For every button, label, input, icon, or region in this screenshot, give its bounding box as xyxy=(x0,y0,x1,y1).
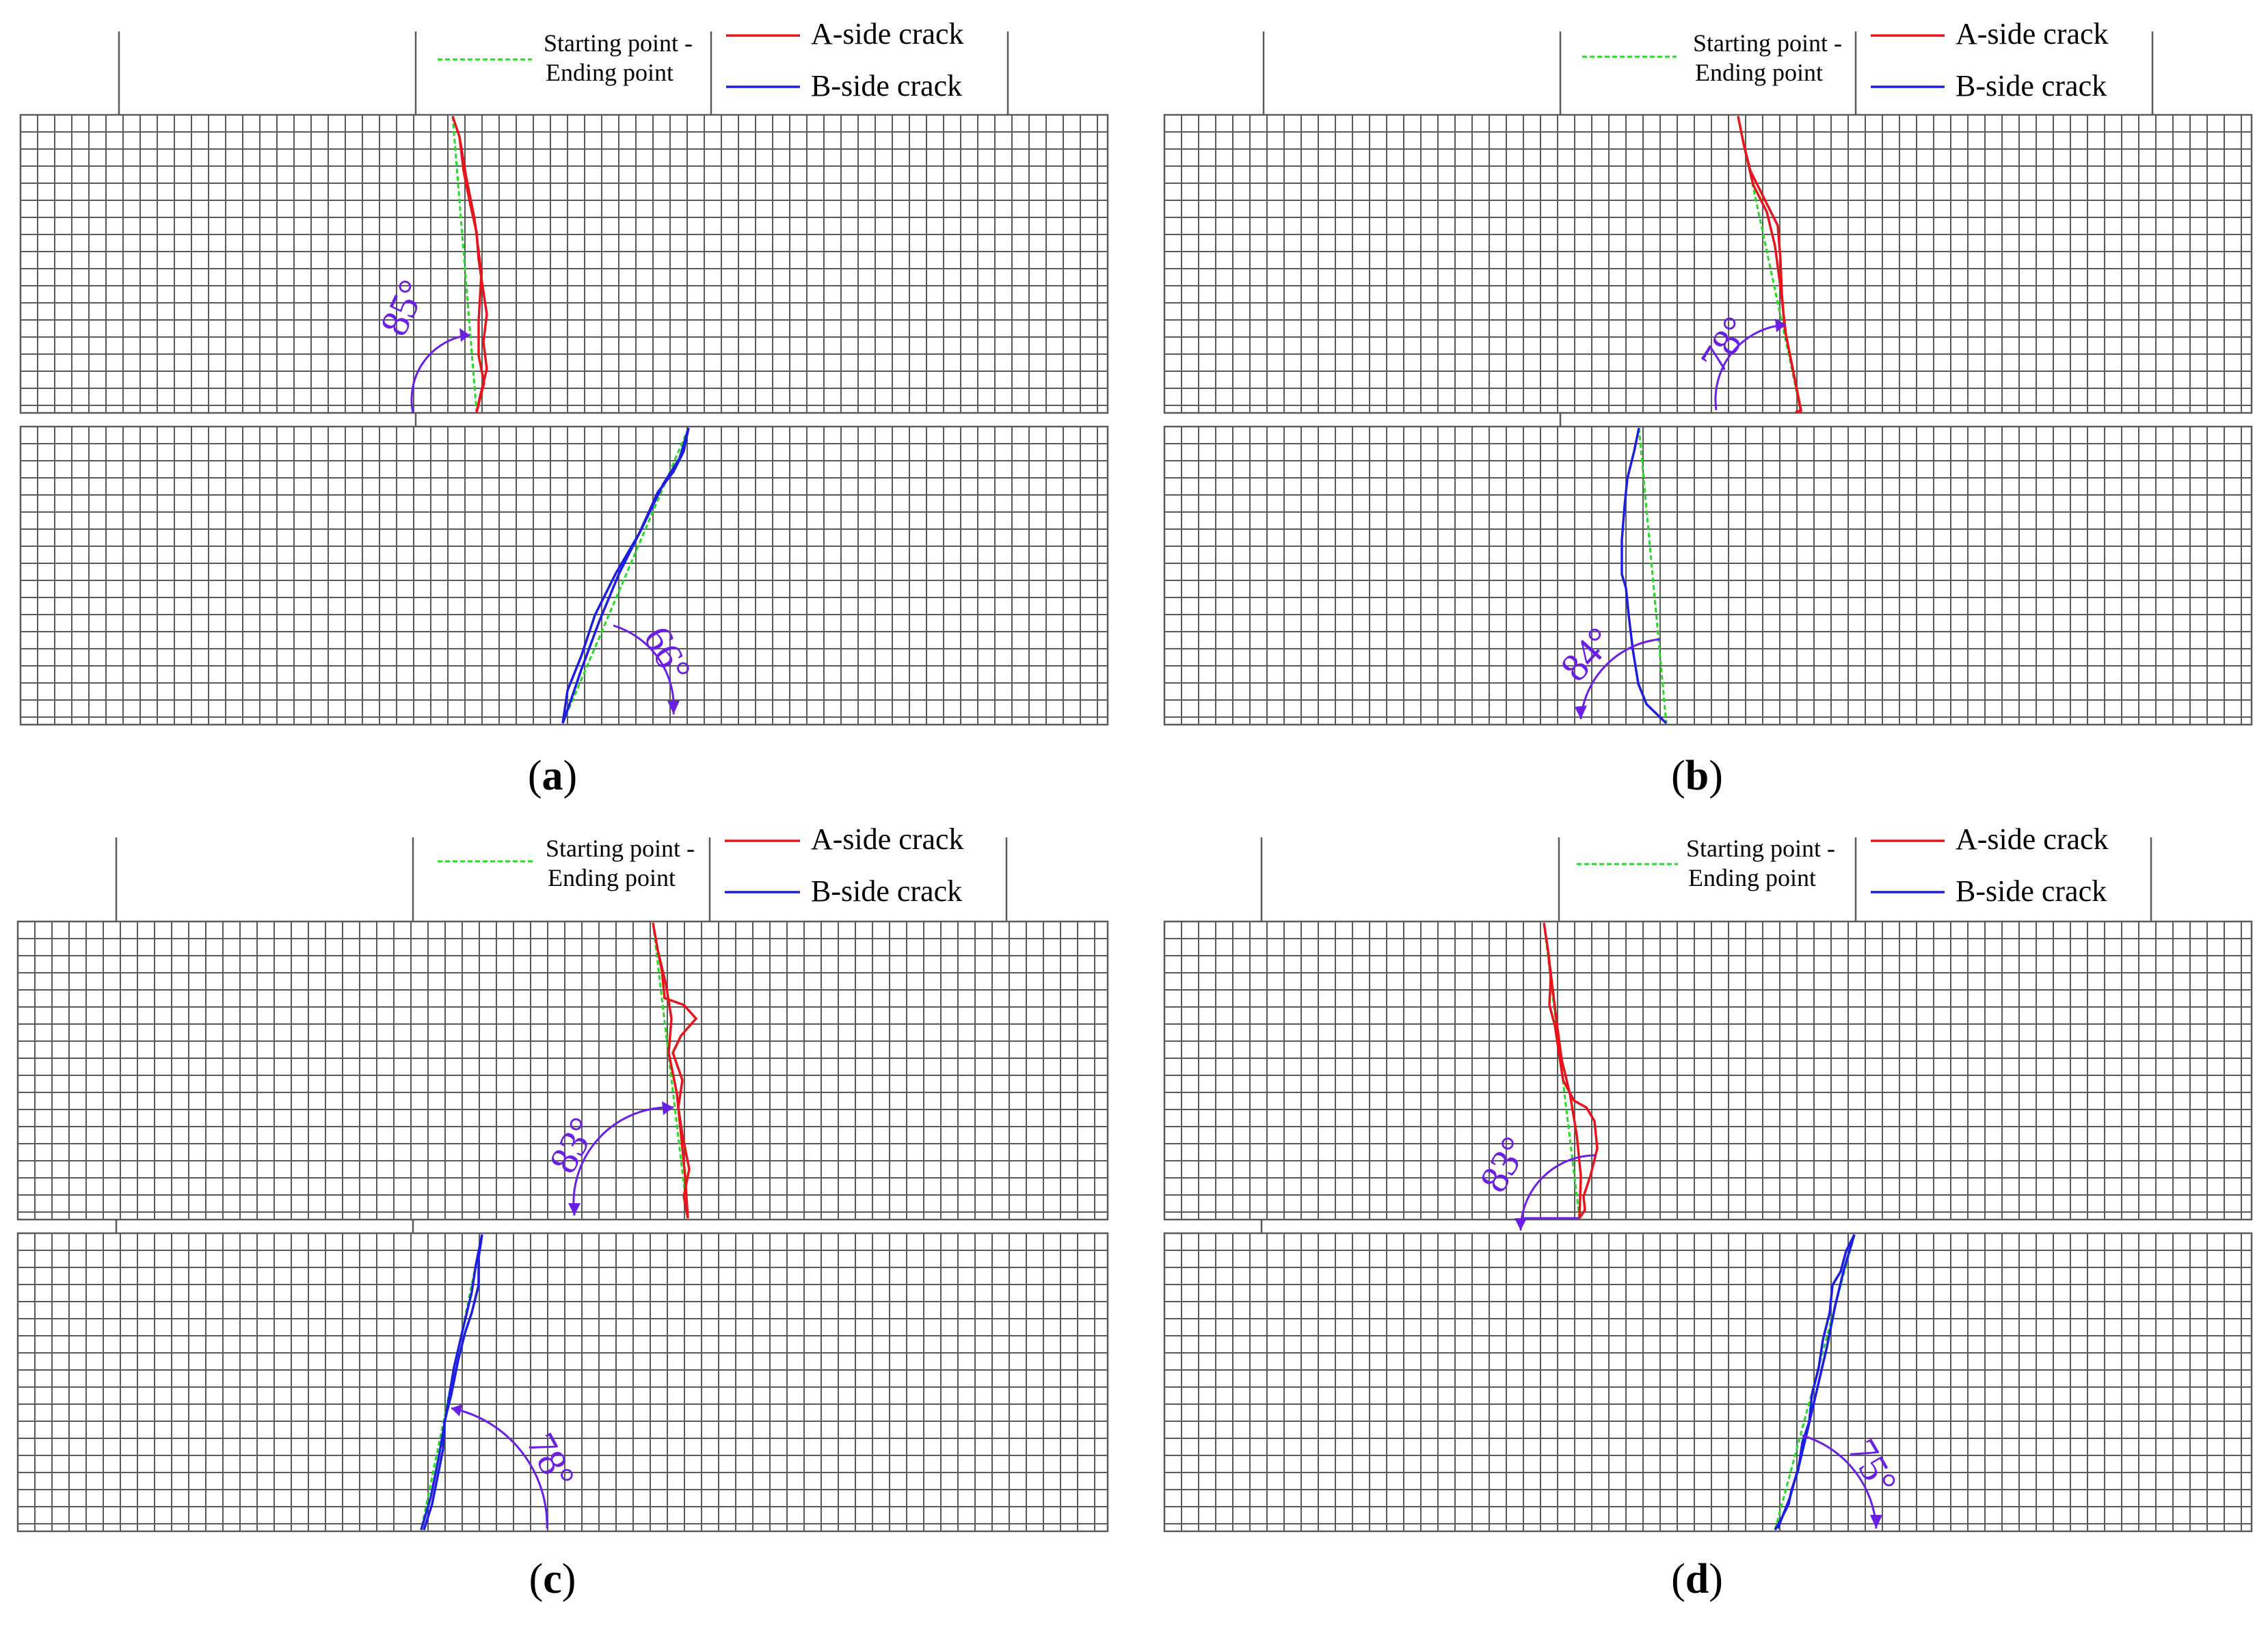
angle-arrowhead-top xyxy=(1515,1218,1527,1231)
legend-label-a-side: A-side crack xyxy=(1956,17,2109,51)
legend: Starting point - Ending point A-side cra… xyxy=(438,17,964,103)
b-side-crack-branch xyxy=(561,427,690,724)
a-side-crack xyxy=(1543,922,1599,1219)
legend-label-b-side: B-side crack xyxy=(811,69,962,103)
angle-arrowhead-top xyxy=(1775,319,1786,332)
angle-arc-top xyxy=(1519,1154,1597,1231)
bottom-grid xyxy=(1163,425,2253,726)
top-grid xyxy=(19,113,1109,414)
legend: Starting point - Ending point A-side cra… xyxy=(438,822,964,908)
angle-arc-top xyxy=(410,334,470,414)
fixture-lines xyxy=(118,31,1009,427)
angle-arrowhead-top xyxy=(459,328,470,342)
bottom-grid xyxy=(16,1232,1109,1533)
panel-label-a: (a) xyxy=(528,753,577,799)
legend-label-a-side: A-side crack xyxy=(1956,822,2109,856)
angle-arrowhead-bottom xyxy=(667,701,680,714)
legend-label-start-end-1: Starting point - xyxy=(546,835,695,862)
bottom-grid xyxy=(19,425,1109,726)
start-end-line-bottom xyxy=(1638,427,1668,724)
legend-label-start-end-2: Ending point xyxy=(1695,59,1823,86)
a-side-crack-branch xyxy=(656,950,689,1219)
angle-arc-bottom xyxy=(613,624,675,715)
legend-label-start-end-1: Starting point - xyxy=(1686,835,1835,862)
b-side-crack xyxy=(1620,427,1668,725)
fixture-lines xyxy=(1262,31,2154,427)
legend-label-a-side: A-side crack xyxy=(811,822,964,856)
a-side-crack xyxy=(652,922,698,1219)
fixture-lines xyxy=(1260,837,2152,1233)
bottom-grid xyxy=(1163,1232,2253,1533)
panel-label-c: (c) xyxy=(529,1556,576,1602)
legend-label-start-end-1: Starting point - xyxy=(1693,29,1842,57)
legend-label-b-side: B-side crack xyxy=(1956,69,2107,103)
a-side-crack-branch xyxy=(1742,143,1802,413)
panel-b: Starting point - Ending point A-side cra… xyxy=(1163,17,2253,799)
b-side-crack xyxy=(423,1234,483,1531)
angle-arrowhead-bottom xyxy=(1575,705,1587,719)
angle-arrowhead-top-start xyxy=(568,1203,581,1215)
panel-label-d: (d) xyxy=(1671,1556,1723,1602)
angle-arc-bottom xyxy=(451,1407,548,1529)
start-end-line-top xyxy=(451,116,478,413)
angle-arrowhead-bottom xyxy=(1870,1515,1882,1529)
angle-arc-bottom xyxy=(1802,1434,1878,1529)
legend-label-start-end-2: Ending point xyxy=(546,59,673,86)
top-grid xyxy=(1163,920,2253,1221)
legend: Starting point - Ending point A-side cra… xyxy=(1582,17,2109,103)
b-side-crack-branch xyxy=(420,1234,483,1531)
panel-d: Starting point - Ending point A-side cra… xyxy=(1163,822,2253,1602)
panel-label-b: (b) xyxy=(1671,753,1723,799)
angle-arc-top xyxy=(572,1106,674,1216)
legend-label-start-end-2: Ending point xyxy=(548,864,676,891)
angle-arrowhead-top xyxy=(662,1101,673,1115)
angle-arrowhead-bottom xyxy=(451,1404,462,1416)
angle-arc-top xyxy=(1714,323,1787,411)
legend-label-a-side: A-side crack xyxy=(811,17,964,51)
angle-arc-bottom xyxy=(1579,638,1661,720)
start-end-line-top xyxy=(652,922,689,1219)
legend-label-start-end-2: Ending point xyxy=(1688,864,1816,891)
a-side-crack-branch xyxy=(458,136,485,413)
b-side-crack-branch xyxy=(1776,1234,1856,1529)
legend: Starting point - Ending point A-side cra… xyxy=(1577,822,2109,908)
legend-label-b-side: B-side crack xyxy=(811,874,962,908)
top-grid xyxy=(16,920,1109,1221)
legend-label-b-side: B-side crack xyxy=(1956,874,2107,908)
fixture-lines xyxy=(115,837,1008,1233)
legend-label-start-end-1: Starting point - xyxy=(544,29,693,57)
a-side-crack-branch xyxy=(1547,950,1582,1219)
